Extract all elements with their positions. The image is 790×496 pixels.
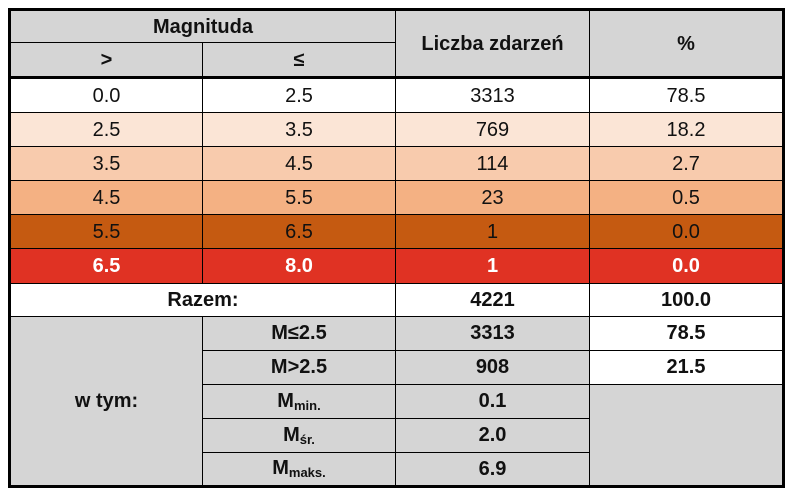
event-count: 23 — [395, 180, 590, 216]
total-percent: 100.0 — [589, 282, 784, 317]
m-max-value: 6.9 — [395, 451, 590, 488]
m-le-25-count: 3313 — [395, 315, 590, 351]
total-row: Razem: 4221 100.0 — [9, 282, 784, 317]
event-count: 3313 — [395, 77, 590, 114]
event-percent: 78.5 — [589, 77, 784, 114]
table-row: 4.5 5.5 23 0.5 — [9, 180, 784, 216]
event-percent: 0.0 — [589, 248, 784, 284]
empty-cell — [589, 383, 784, 488]
table-row: 5.5 6.5 1 0.0 — [9, 214, 784, 250]
event-count: 1 — [395, 214, 590, 250]
range-from: 5.5 — [9, 214, 203, 250]
range-from: 3.5 — [9, 146, 203, 182]
total-label: Razem: — [9, 282, 396, 317]
event-count: 114 — [395, 146, 590, 182]
earthquake-magnitude-table: Magnituda Liczba zdarzeń % > ≤ 0.0 2.5 3… — [8, 8, 785, 488]
percent-header: % — [589, 8, 784, 80]
m-sr-label: Mśr. — [202, 417, 396, 453]
range-from: 4.5 — [9, 180, 203, 216]
m-gt-25-label: M>2.5 — [202, 349, 396, 385]
event-count: 769 — [395, 112, 590, 148]
event-percent: 18.2 — [589, 112, 784, 148]
m-gt-25-percent: 21.5 — [589, 349, 784, 385]
event-percent: 0.5 — [589, 180, 784, 216]
event-count: 1 — [395, 248, 590, 284]
range-to: 2.5 — [202, 77, 396, 114]
range-to: 8.0 — [202, 248, 396, 284]
range-from: 0.0 — [9, 77, 203, 114]
greater-than-header: > — [9, 42, 203, 80]
range-from: 6.5 — [9, 248, 203, 284]
table-row: 3.5 4.5 114 2.7 — [9, 146, 784, 182]
range-to: 4.5 — [202, 146, 396, 182]
table-row: 0.0 2.5 3313 78.5 — [9, 77, 784, 114]
m-le-25-percent: 78.5 — [589, 315, 784, 351]
m-gt-25-count: 908 — [395, 349, 590, 385]
table-row: 6.5 8.0 1 0.0 — [9, 248, 784, 284]
range-to: 6.5 — [202, 214, 396, 250]
m-sr-value: 2.0 — [395, 417, 590, 453]
event-count-header: Liczba zdarzeń — [395, 8, 590, 80]
event-percent: 2.7 — [589, 146, 784, 182]
table-row: 2.5 3.5 769 18.2 — [9, 112, 784, 148]
breakdown-label: w tym: — [9, 315, 203, 488]
m-min-value: 0.1 — [395, 383, 590, 419]
magnitude-header: Magnituda — [9, 8, 396, 44]
m-max-label: Mmaks. — [202, 451, 396, 488]
less-equal-header: ≤ — [202, 42, 396, 80]
range-to: 3.5 — [202, 112, 396, 148]
range-to: 5.5 — [202, 180, 396, 216]
event-percent: 0.0 — [589, 214, 784, 250]
total-count: 4221 — [395, 282, 590, 317]
range-from: 2.5 — [9, 112, 203, 148]
m-le-25-label: M≤2.5 — [202, 315, 396, 351]
m-min-label: Mmin. — [202, 383, 396, 419]
